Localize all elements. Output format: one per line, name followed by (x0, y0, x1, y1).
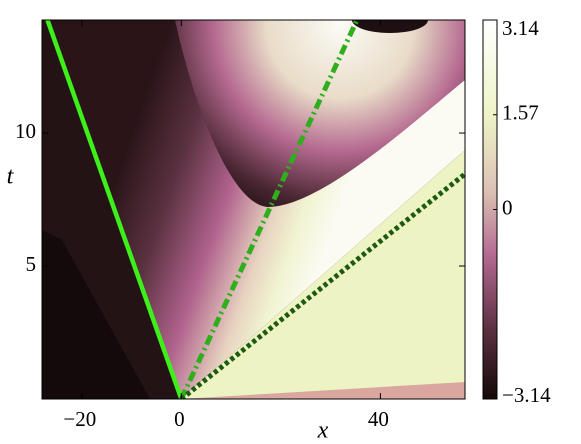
x-tick-label: −20 (63, 407, 96, 431)
colorbar-tick-label: 3.14 (502, 16, 539, 40)
y-tick-label: 10 (15, 119, 36, 143)
colorbar-tick-label: 0 (502, 195, 513, 219)
colorbar-tick-label: 1.57 (502, 101, 539, 125)
y-tick-label: 5 (26, 252, 37, 276)
x-tick-label: 0 (174, 407, 185, 431)
y-axis-label: t (7, 164, 15, 190)
trajectory-line (179, 20, 360, 399)
x-axis-label: x (317, 418, 329, 444)
x-tick-label: 40 (368, 407, 389, 431)
phase-field (42, 20, 465, 399)
trajectory-line (179, 172, 465, 399)
plot-frame (41, 19, 466, 400)
trajectory-line (45, 20, 184, 399)
colorbar-tick-label: −3.14 (502, 383, 551, 407)
